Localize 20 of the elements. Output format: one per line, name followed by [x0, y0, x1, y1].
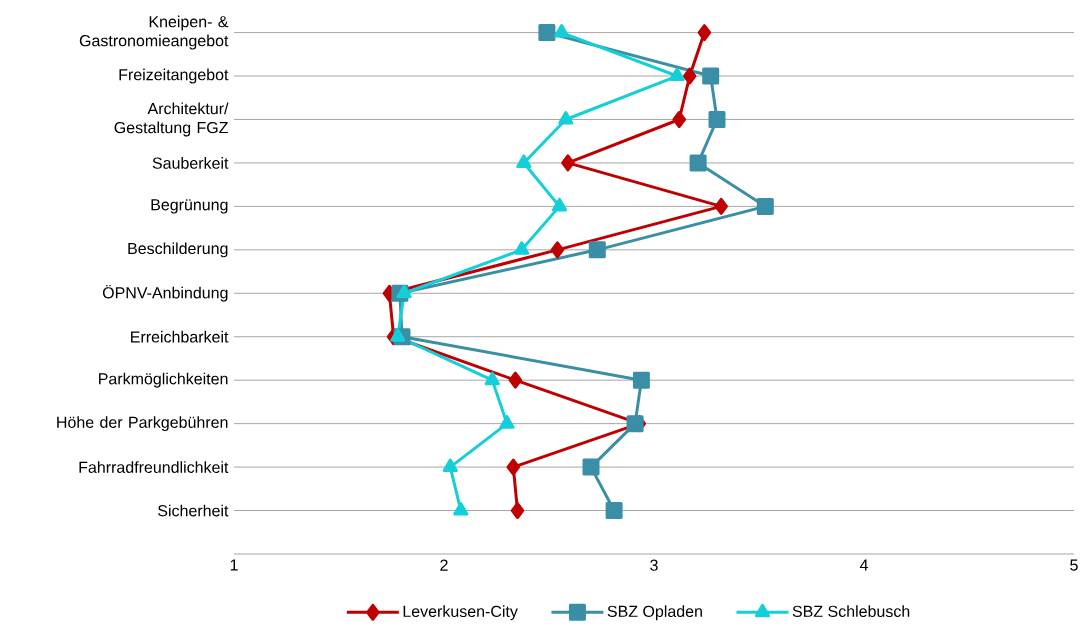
legend-label: SBZ Schlebusch	[792, 605, 910, 618]
x-tick-label: 1	[230, 559, 238, 571]
x-tick-label: 3	[650, 559, 658, 571]
y-tick-label: Architektur/ Gestaltung FGZ	[114, 102, 229, 137]
y-tick-label: Sicherheit	[158, 504, 229, 517]
y-tick-label: Parkmöglichkeiten	[99, 372, 228, 388]
y-tick-label: Beschilderung	[128, 242, 228, 258]
y-tick-label: Begrünung	[151, 199, 228, 214]
y-tick-label: Freizeitangebot	[119, 68, 229, 84]
y-tick-label: Fahrradfreundlichkeit	[79, 461, 229, 473]
y-tick-label: Sauberkeit	[152, 157, 229, 169]
y-tick-label: Höhe der Parkgebühren	[57, 416, 228, 432]
y-tick-label: Kneipen- & Gastronomieangebot	[79, 15, 229, 50]
y-tick-label: ÖPNV-Anbindung	[102, 284, 228, 302]
legend-label: SBZ Opladen	[607, 605, 702, 621]
legend-label: Leverkusen-City	[403, 605, 518, 621]
x-tick-label: 4	[859, 559, 868, 571]
x-tick-label: 5	[1070, 559, 1078, 571]
x-tick-label: 2	[440, 559, 448, 571]
y-tick-label: Erreichbarkeit	[131, 330, 229, 343]
